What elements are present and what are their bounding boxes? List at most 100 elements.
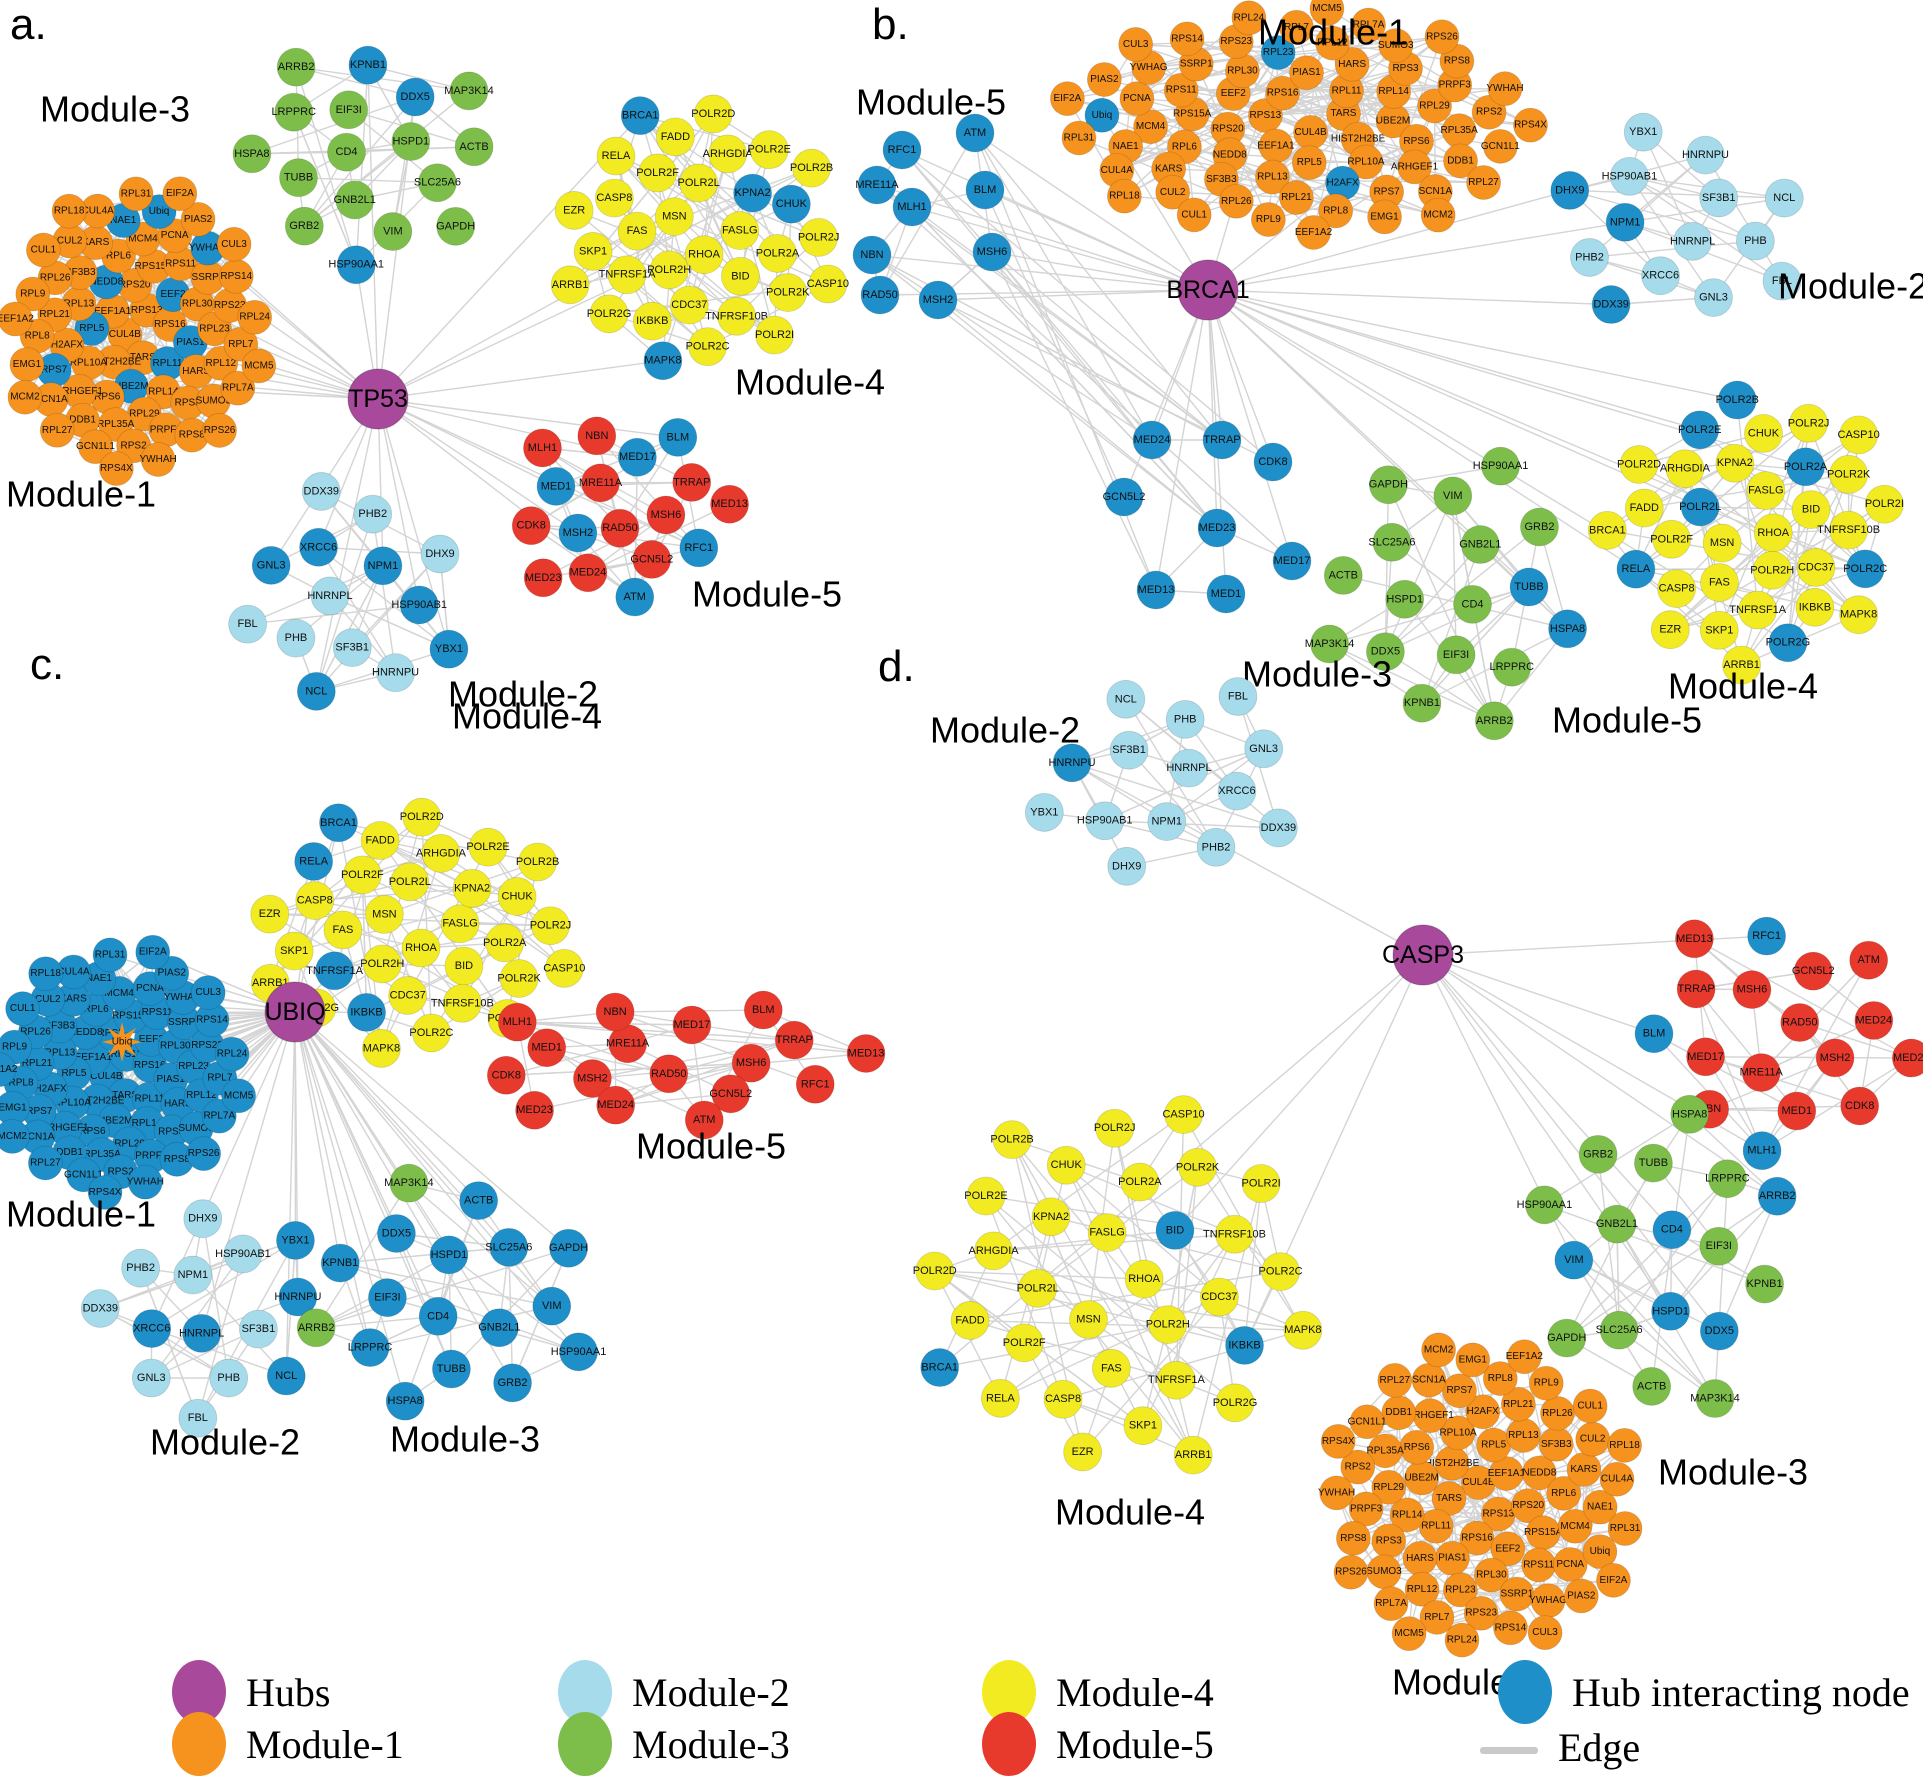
hub-edge [1423,955,1671,1311]
node-label-GRB2: GRB2 [498,1377,528,1389]
node-label-ACTB: ACTB [464,1195,493,1207]
node-label-MCM5: MCM5 [224,1090,254,1101]
node-label-RPL27: RPL27 [1379,1375,1410,1386]
node-label-SF3B1: SF3B1 [242,1323,276,1335]
node-label-RPL8: RPL8 [1323,205,1348,216]
node-label-SLC25A6: SLC25A6 [1596,1324,1643,1336]
node-label-CUL3: CUL3 [195,987,221,998]
node-label-POLR2J: POLR2J [530,920,572,932]
node-label-RPS23: RPS23 [1465,1608,1497,1619]
node-label-EIF2A: EIF2A [139,947,167,958]
node-label-RPS14: RPS14 [220,271,252,282]
node-label-EEF1A2: EEF1A2 [0,313,34,324]
node-label-YBX1: YBX1 [281,1234,309,1246]
node-label-TUBB: TUBB [1514,581,1543,593]
node-label-ARRB2: ARRB2 [1476,715,1513,727]
node-label-NBN: NBN [860,249,883,261]
node-label-GNB2L1: GNB2L1 [1459,539,1501,551]
node-label-POLR2C: POLR2C [1259,1266,1303,1278]
node-label-TNFRSF1A: TNFRSF1A [1729,604,1787,616]
module-label: Module-1 [1258,11,1408,52]
module-label: Module-4 [452,695,602,736]
node-label-POLR2L: POLR2L [678,177,720,189]
node-label-POLR2K: POLR2K [1827,468,1871,480]
node-label-CDC37: CDC37 [671,299,707,311]
node-label-HSPD1: HSPD1 [392,136,429,148]
node-label-MCM4: MCM4 [1560,1521,1590,1532]
node-label-TUBB: TUBB [1639,1157,1668,1169]
node-label-MED24: MED24 [1134,434,1171,446]
node-label-RPL13: RPL13 [1257,172,1288,183]
node-label-POLR2F: POLR2F [1650,533,1693,545]
node-label-RPL12: RPL12 [1407,1584,1438,1595]
node-label-EMG1: EMG1 [0,1103,27,1114]
node-label-ARHGDIA: ARHGDIA [1660,463,1711,475]
node-label-UBE2M: UBE2M [1404,1473,1438,1484]
node-label-FASLG: FASLG [722,225,757,237]
node-label-NEDD8: NEDD8 [1213,149,1247,160]
node-label-POLR2H: POLR2H [360,958,404,970]
node-label-RFC1: RFC1 [684,542,713,554]
node-label-BID: BID [1802,504,1820,516]
node-label-EEF2: EEF2 [1495,1543,1520,1554]
node-label-RPL9: RPL9 [2,1042,27,1053]
hub-label-BRCA1: BRCA1 [1166,276,1249,304]
node-label-RPS26: RPS26 [1335,1567,1367,1578]
node-label-GNL3: GNL3 [1249,743,1278,755]
legend-label-module-3: Module-3 [632,1721,790,1768]
node-label-GAPDH: GAPDH [549,1242,588,1254]
node-label-CUL2: CUL2 [1580,1434,1606,1445]
node-label-ARRB1: ARRB1 [1175,1449,1212,1461]
node-label-GNB2L1: GNB2L1 [478,1322,520,1334]
node-label-RPL11: RPL11 [1332,85,1362,96]
node-label-TNFRSF10B: TNFRSF10B [1203,1228,1266,1240]
node-label-RPL8: RPL8 [1488,1373,1513,1384]
node-label-PIAS2: PIAS2 [1567,1590,1596,1601]
node-label-XRCC6: XRCC6 [133,1323,170,1335]
node-label-POLR2B: POLR2B [1716,394,1759,406]
node-label-RPS4X: RPS4X [1322,1436,1355,1447]
hub-label-CASP3: CASP3 [1382,941,1464,969]
node-label-PCNA: PCNA [1123,93,1151,104]
node-label-HSP90AA1: HSP90AA1 [551,1346,607,1358]
node-label-TARS: TARS [1436,1493,1462,1504]
edge [1715,1179,1727,1399]
node-label-RPS13: RPS13 [1250,110,1282,121]
node-label-RELA: RELA [299,855,328,867]
node-label-RPL29: RPL29 [1373,1482,1404,1493]
node-label-EIF2A: EIF2A [1600,1575,1628,1586]
node-label-RPL35A: RPL35A [97,419,135,430]
module-label: Module-5 [636,1125,786,1166]
node-label-POLR2K: POLR2K [497,972,541,984]
node-label-DDB1: DDB1 [1385,1407,1412,1418]
node-label-PCNA: PCNA [161,230,189,241]
node-label-RPL18: RPL18 [1609,1440,1640,1451]
node-label-RPL5: RPL5 [1481,1440,1506,1451]
node-label-ACTB: ACTB [1329,569,1358,581]
node-label-EIF3I: EIF3I [374,1292,400,1304]
node-label-RPL26: RPL26 [1542,1408,1573,1419]
node-label-RPL7A: RPL7A [1375,1598,1407,1609]
node-label-BRCA1: BRCA1 [1589,524,1626,536]
module-label: Module-5 [692,573,842,614]
node-label-RFC1: RFC1 [1752,930,1781,942]
node-label-POLR2K: POLR2K [1176,1161,1220,1173]
node-label-CDK8: CDK8 [492,1069,521,1081]
node-label-RELA: RELA [602,150,631,162]
node-label-H2AFX: H2AFX [34,1084,67,1095]
node-label-PIAS2: PIAS2 [158,968,187,979]
node-label-MED1: MED1 [1211,588,1242,600]
node-label-RPL14: RPL14 [1378,86,1409,97]
node-label-RPS16: RPS16 [1267,88,1299,99]
edge [1385,496,1452,652]
node-label-TNFRSF1A: TNFRSF1A [1148,1374,1206,1386]
node-label-EMG1: EMG1 [13,359,42,370]
module-5-swatch-icon [982,1712,1036,1776]
node-label-POLR2E: POLR2E [1678,424,1721,436]
node-label-HSPD1: HSPD1 [1386,593,1423,605]
node-label-MSH2: MSH2 [577,1073,608,1085]
node-label-HSP90AA1: HSP90AA1 [1517,1199,1573,1211]
node-label-MED13: MED13 [711,498,748,510]
node-label-RPL30: RPL30 [1227,65,1258,76]
node-label-MAPK8: MAPK8 [644,355,681,367]
